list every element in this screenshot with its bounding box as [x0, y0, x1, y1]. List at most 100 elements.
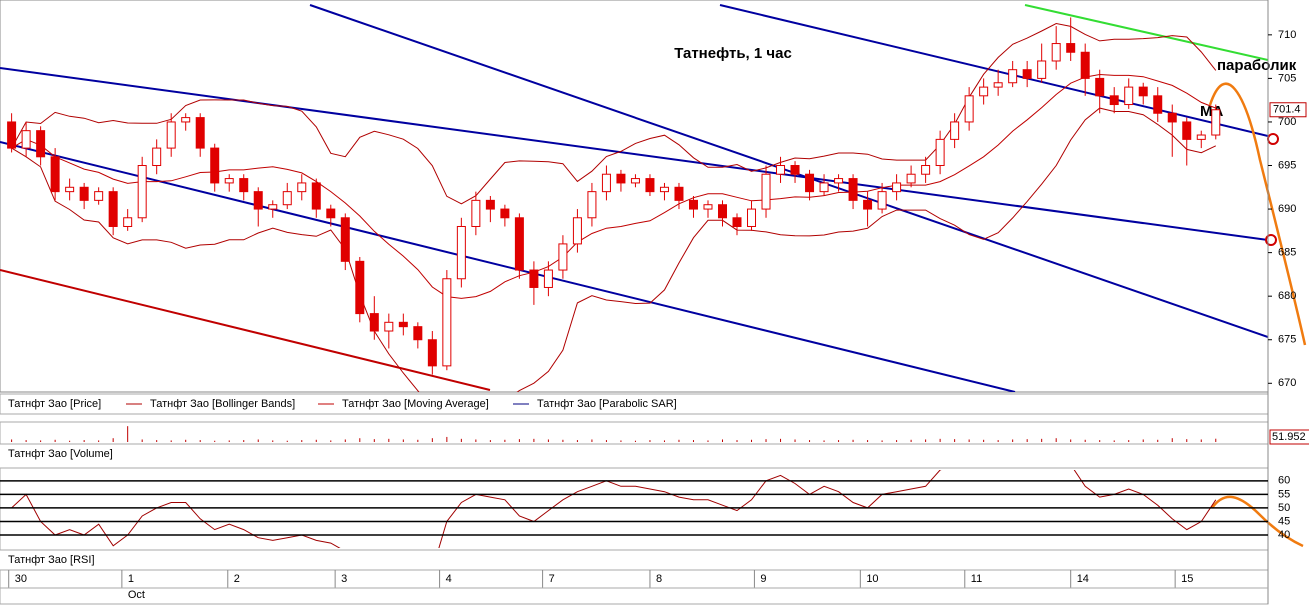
volume-bar	[315, 439, 317, 442]
volume-tag	[1269, 429, 1309, 445]
candle-body	[36, 130, 46, 158]
volume-bar	[1142, 439, 1144, 442]
month-label: Oct	[128, 589, 145, 601]
volume-bar	[11, 439, 13, 442]
y-tick-label: 705	[1278, 72, 1296, 84]
candle-body	[1095, 77, 1105, 97]
y-tick-label: 710	[1278, 29, 1296, 41]
candle-body	[369, 313, 379, 332]
candle-body	[1138, 86, 1148, 97]
candle-body	[645, 178, 655, 193]
volume-bar	[40, 440, 42, 442]
volume-tag-label: 51.952	[1272, 431, 1306, 443]
volume-bar	[141, 439, 143, 442]
price-tag-label: 701.4	[1273, 104, 1301, 116]
candle-body	[950, 121, 960, 140]
volume-bar	[127, 426, 129, 442]
candle-body	[892, 182, 902, 193]
volume-bar	[25, 440, 27, 442]
candle-body	[964, 95, 974, 123]
x-tick-label: 4	[446, 573, 452, 585]
y-tick-label: 55	[1278, 488, 1290, 500]
support-line	[0, 269, 491, 391]
volume-bar	[983, 439, 985, 442]
volume-bar	[170, 440, 172, 442]
volume-bar	[214, 440, 216, 442]
volume-bar	[562, 439, 564, 442]
volume-bar	[460, 438, 462, 442]
x-tick-label: 10	[866, 573, 878, 585]
candle-body	[761, 173, 771, 210]
forecast-curve	[1210, 495, 1304, 548]
volume-bar	[620, 440, 622, 442]
volume-bar	[388, 438, 390, 442]
x-tick-label: 7	[549, 573, 555, 585]
rsi-panel	[0, 467, 1269, 551]
y-tick-label: 685	[1278, 247, 1296, 259]
volume-bar	[533, 438, 535, 442]
candle-body	[485, 199, 495, 210]
volume-bar	[823, 440, 825, 442]
volume-bar	[649, 440, 651, 442]
resistance-line	[1024, 4, 1268, 61]
legend-label: Татнфт Зао [Bollinger Bands]	[150, 398, 295, 410]
candle-body	[1080, 51, 1090, 79]
volume-bar	[721, 439, 723, 442]
volume-bar	[475, 439, 477, 442]
candle-body	[1124, 86, 1134, 106]
date-axis	[0, 569, 1269, 605]
volume-bar	[1099, 440, 1101, 442]
x-tick-label: 15	[1181, 573, 1193, 585]
volume-bar	[1041, 438, 1043, 442]
candle-body	[1153, 95, 1163, 114]
candle-body	[427, 339, 437, 367]
candle-body	[1167, 112, 1177, 123]
rsi-plot	[11, 470, 1217, 548]
volume-bar	[576, 440, 578, 442]
candle-body	[123, 217, 133, 227]
candle-body	[65, 186, 75, 193]
volume-bar	[997, 440, 999, 442]
volume-bar	[780, 438, 782, 442]
x-tick-label: 9	[760, 573, 766, 585]
volume-bar	[910, 439, 912, 442]
y-tick-label: 670	[1278, 377, 1296, 389]
volume-bar	[881, 440, 883, 442]
candle-body	[529, 269, 539, 288]
candle-body	[1022, 69, 1032, 79]
volume-bar	[751, 439, 753, 442]
volume-bar	[446, 436, 448, 442]
volume-panel	[0, 421, 1269, 445]
volume-bar	[185, 439, 187, 442]
candle-body	[703, 204, 713, 210]
volume-bar	[794, 439, 796, 442]
y-tick-label: 690	[1278, 203, 1296, 215]
candle-body	[311, 182, 321, 210]
y-tick-label: 60	[1278, 475, 1290, 487]
price-plot	[7, 17, 1221, 392]
candle-body	[906, 173, 916, 184]
volume-bar	[547, 439, 549, 442]
volume-bar	[1026, 439, 1028, 442]
candle-body	[326, 208, 336, 219]
volume-bar	[243, 440, 245, 442]
candle-body	[181, 117, 191, 123]
x-tick-label: 14	[1077, 573, 1089, 585]
volume-bar	[431, 438, 433, 442]
volume-bar	[417, 439, 419, 442]
candle-body	[1196, 134, 1206, 140]
volume-bar	[69, 440, 71, 442]
volume-bar	[1012, 439, 1014, 442]
candle-body	[282, 191, 292, 206]
legend-label: Татнфт Зао [Price]	[8, 398, 101, 410]
candle-body	[7, 121, 17, 149]
candle-body	[514, 217, 524, 271]
candle-body	[921, 165, 931, 175]
volume-bar	[1186, 439, 1188, 442]
volume-bar	[112, 438, 114, 442]
candle-body	[152, 147, 162, 167]
y-tick-label: 680	[1278, 290, 1296, 302]
channel-line	[0, 67, 1268, 241]
volume-bar	[373, 439, 375, 442]
candle-body	[137, 165, 147, 219]
